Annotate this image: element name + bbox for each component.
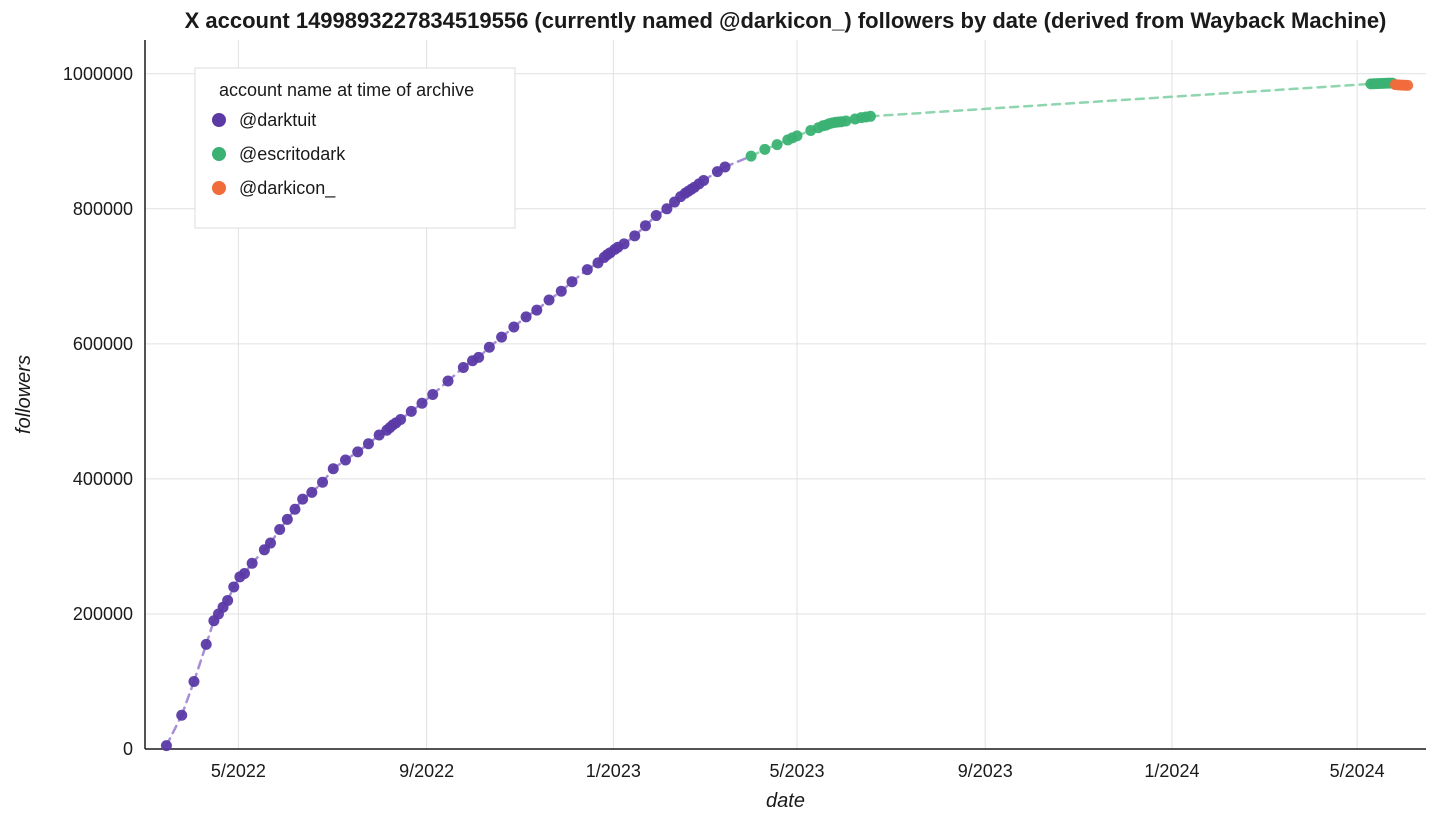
data-point: [201, 639, 212, 650]
data-point: [395, 414, 406, 425]
legend-item-label: @escritodark: [239, 144, 346, 164]
legend: account name at time of archive @darktuit…: [195, 68, 515, 228]
y-axis-label: followers: [13, 355, 35, 434]
x-tick-label: 1/2023: [586, 761, 641, 781]
data-point: [484, 342, 495, 353]
data-point: [427, 389, 438, 400]
y-tick-label: 1000000: [63, 64, 133, 84]
data-point: [176, 710, 187, 721]
data-point: [508, 321, 519, 332]
legend-swatch: [212, 147, 226, 161]
data-point: [651, 210, 662, 221]
legend-swatch: [212, 181, 226, 195]
x-tick-label: 5/2022: [211, 761, 266, 781]
data-point: [619, 238, 630, 249]
data-point: [840, 116, 851, 127]
data-point: [417, 398, 428, 409]
data-point: [473, 352, 484, 363]
data-point: [720, 161, 731, 172]
data-point: [306, 487, 317, 498]
data-point: [406, 406, 417, 417]
data-point: [363, 438, 374, 449]
data-point: [582, 264, 593, 275]
x-tick-label: 9/2022: [399, 761, 454, 781]
y-tick-label: 600000: [73, 334, 133, 354]
data-point: [640, 220, 651, 231]
data-point: [443, 375, 454, 386]
legend-swatch: [212, 113, 226, 127]
y-tick-label: 200000: [73, 604, 133, 624]
x-tick-label: 9/2023: [958, 761, 1013, 781]
data-point: [239, 568, 250, 579]
data-point: [521, 311, 532, 322]
data-point: [282, 514, 293, 525]
data-point: [352, 446, 363, 457]
chart-title: X account 1499893227834519556 (currently…: [185, 8, 1387, 33]
x-axis-label: date: [766, 790, 805, 812]
data-point: [247, 558, 258, 569]
data-point: [161, 740, 172, 751]
data-point: [328, 463, 339, 474]
data-point: [772, 139, 783, 150]
data-point: [265, 538, 276, 549]
data-point: [340, 454, 351, 465]
data-point: [274, 524, 285, 535]
legend-title: account name at time of archive: [219, 80, 474, 100]
data-point: [698, 175, 709, 186]
y-tick-label: 800000: [73, 199, 133, 219]
data-point: [791, 130, 802, 141]
x-tick-label: 1/2024: [1144, 761, 1199, 781]
x-tick-label: 5/2023: [769, 761, 824, 781]
data-point: [496, 332, 507, 343]
data-point: [629, 230, 640, 241]
data-point: [222, 595, 233, 606]
y-tick-label: 400000: [73, 469, 133, 489]
data-point: [759, 144, 770, 155]
data-point: [228, 581, 239, 592]
data-point: [556, 286, 567, 297]
legend-item-label: @darktuit: [239, 110, 316, 130]
data-point: [865, 111, 876, 122]
legend-item-label: @darkicon_: [239, 178, 336, 199]
data-point: [317, 477, 328, 488]
data-point: [544, 294, 555, 305]
data-point: [297, 494, 308, 505]
data-point: [458, 362, 469, 373]
data-point: [289, 504, 300, 515]
x-tick-label: 5/2024: [1330, 761, 1385, 781]
y-tick-label: 0: [123, 739, 133, 759]
data-point: [1402, 80, 1413, 91]
data-point: [746, 151, 757, 162]
data-point: [188, 676, 199, 687]
data-point: [531, 305, 542, 316]
data-point: [567, 276, 578, 287]
chart-container: 5/2022 9/2022 1/2023 5/2023 9/2023 1/2024 5/20…: [0, 0, 1456, 819]
